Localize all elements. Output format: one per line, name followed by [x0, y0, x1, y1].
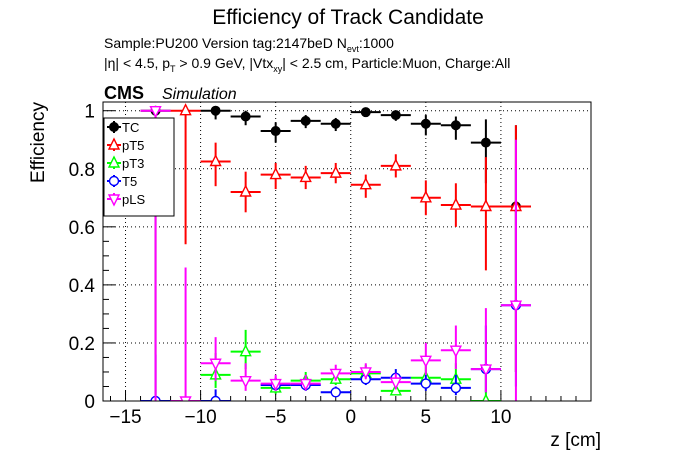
legend-marker: [109, 122, 119, 132]
data-point: [329, 165, 342, 178]
data-point: [389, 158, 402, 171]
y-tick-label: 1: [84, 102, 95, 123]
legend-marker: [107, 155, 121, 168]
legend-label: TC: [122, 120, 139, 135]
y-tick-label: 0.2: [69, 334, 95, 355]
data-point: [450, 120, 461, 131]
data-point: [419, 190, 432, 203]
data-point: [330, 118, 341, 129]
x-tick-label: −15: [109, 407, 141, 428]
x-tick-label: 0: [345, 407, 356, 428]
data-point: [179, 396, 192, 401]
data-point: [480, 137, 491, 148]
data-point: [210, 105, 221, 116]
data-point: [300, 115, 311, 126]
axes: −15 −10 −5 0 5 10 0 0.2 0.4 0.6 0.8 1: [69, 102, 577, 428]
legend-label: pLS: [122, 192, 145, 207]
data-point: [450, 382, 462, 394]
y-tick-label: 0.8: [69, 160, 95, 181]
y-tick-label: 0.4: [69, 276, 96, 297]
series-TC: [140, 105, 531, 401]
simulation-label: Simulation: [162, 86, 237, 103]
plot-frame: [102, 101, 592, 402]
data-point: [479, 198, 493, 212]
data-point: [420, 118, 431, 129]
data-point: [239, 184, 252, 197]
y-tick-label: 0: [84, 392, 95, 413]
data-point: [449, 197, 462, 210]
legend-label: pT3: [122, 156, 144, 171]
data-point: [420, 378, 432, 389]
data-point: [389, 377, 402, 390]
data-point: [449, 345, 462, 358]
x-tick-label: 5: [421, 407, 432, 428]
legend-label: pT5: [122, 138, 144, 153]
series-pT5: [170, 103, 531, 372]
data-point: [360, 107, 371, 118]
data-point: [479, 364, 493, 377]
data-point: [359, 177, 372, 190]
data-point: [269, 167, 282, 180]
x-tick-label: −5: [265, 407, 287, 428]
data-point: [299, 169, 312, 183]
y-axis-label: Efficiency: [28, 102, 49, 183]
x-axis-label: z [cm]: [550, 430, 601, 451]
legend-marker: [107, 137, 121, 150]
data-series: [140, 103, 531, 401]
legend-marker: [108, 175, 120, 187]
data-point: [329, 368, 342, 381]
data-point: [179, 103, 192, 116]
data-point: [210, 395, 221, 401]
data-point: [509, 300, 523, 313]
series-pLS: [140, 106, 531, 401]
data-point: [240, 111, 251, 122]
selection-cuts: |η| < 4.5, pT > 0.9 GeV, |Vtxxy| < 2.5 c…: [104, 55, 510, 74]
x-tick-label: 10: [490, 407, 511, 428]
data-point: [390, 110, 401, 121]
data-point: [209, 153, 222, 167]
data-point: [270, 126, 281, 137]
data-point: [209, 358, 222, 371]
chart-title: Efficiency of Track Candidate: [212, 6, 484, 29]
sample-info: Sample:PU200 Version tag:2147beD Nevt:10…: [104, 35, 394, 54]
data-point: [239, 344, 252, 357]
data-point: [419, 355, 432, 368]
x-tick-label: −10: [184, 407, 216, 428]
data-point: [389, 383, 402, 396]
data-point: [482, 393, 490, 401]
data-point: [299, 378, 312, 392]
cms-label: CMS: [104, 83, 144, 103]
data-point: [269, 378, 282, 392]
legend: TC pT5 pT3 T5 pLS: [103, 117, 175, 217]
data-point: [359, 367, 372, 380]
grid-lines: [103, 102, 591, 402]
data-point: [239, 375, 252, 389]
legend-marker: [107, 194, 121, 207]
data-point: [330, 387, 341, 398]
data-point: [149, 106, 162, 119]
y-tick-label: 0.6: [69, 218, 95, 239]
legend-label: T5: [122, 174, 137, 189]
